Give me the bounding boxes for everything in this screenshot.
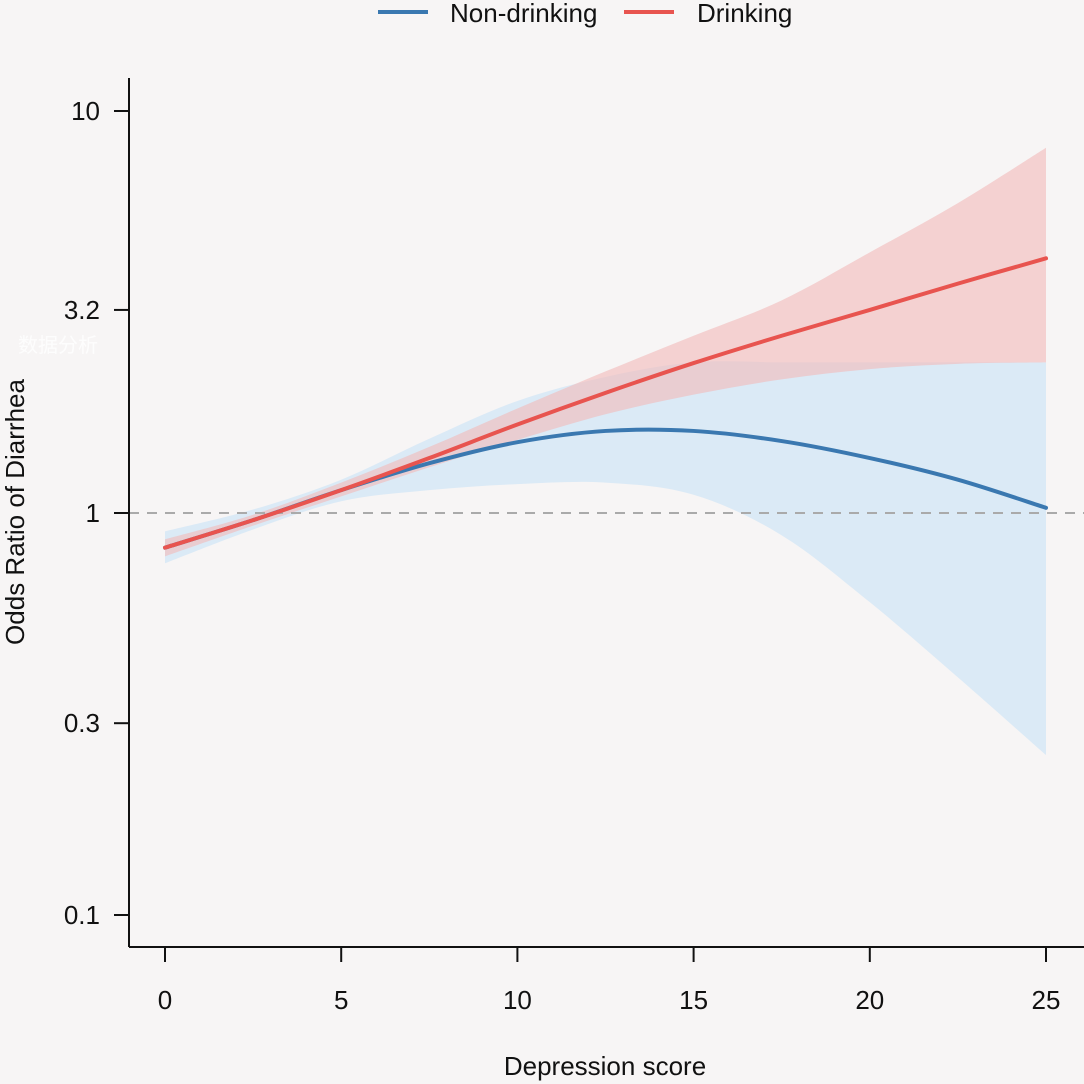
x-tick-label: 25 bbox=[1032, 985, 1061, 1015]
x-axis-title: Depression score bbox=[504, 1051, 706, 1081]
y-tick-label: 0.3 bbox=[64, 708, 100, 738]
y-tick-label: 3.2 bbox=[64, 295, 100, 325]
y-axis-title: Odds Ratio of Diarrhea bbox=[0, 379, 30, 645]
legend-label-drinking: Drinking bbox=[697, 0, 792, 28]
x-tick-label: 10 bbox=[503, 985, 532, 1015]
watermark-text: 数据分析 bbox=[18, 333, 98, 357]
series-line-drinking bbox=[163, 256, 1048, 550]
x-tick-label: 15 bbox=[679, 985, 708, 1015]
confidence-bands bbox=[165, 147, 1046, 756]
y-tick-label: 10 bbox=[71, 96, 100, 126]
y-tick-label: 0.1 bbox=[64, 900, 100, 930]
x-tick-label: 20 bbox=[855, 985, 884, 1015]
ci-band-non-drinking bbox=[165, 361, 1046, 756]
x-tick-label: 0 bbox=[158, 985, 172, 1015]
series-lines bbox=[163, 256, 1048, 550]
legend: Non-drinking Drinking bbox=[378, 0, 792, 28]
legend-label-non-drinking: Non-drinking bbox=[450, 0, 597, 28]
x-ticks: 0 5 10 15 20 25 bbox=[158, 947, 1061, 1015]
y-ticks: 0.1 0.3 1 3.2 10 bbox=[64, 96, 129, 930]
ci-band-drinking bbox=[165, 147, 1046, 557]
y-tick-label: 1 bbox=[86, 498, 100, 528]
x-tick-label: 5 bbox=[334, 985, 348, 1015]
